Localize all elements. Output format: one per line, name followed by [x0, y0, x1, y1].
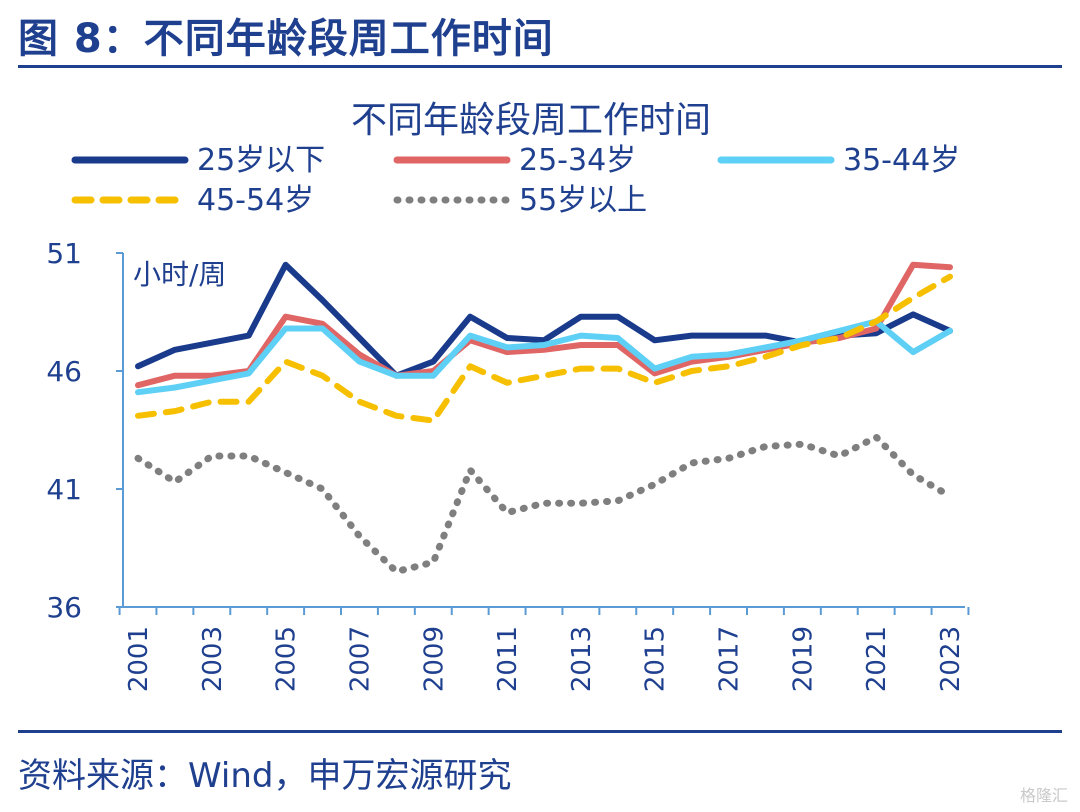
chart-legend: 25岁以下 25-34岁 35-44岁 45-54岁 55岁以上: [71, 143, 960, 218]
legend-label: 25岁以下: [197, 143, 325, 178]
x-tick-label: 2013: [567, 626, 597, 692]
legend-label: 25-34岁: [519, 143, 636, 178]
chart-series: [134, 261, 954, 576]
x-tick-label: 2019: [788, 626, 818, 692]
series-line-25-34: [135, 261, 953, 389]
y-tick-label: 51: [46, 237, 82, 270]
legend-label: 45-54岁: [197, 183, 314, 218]
x-tick-label: 2009: [419, 626, 449, 692]
x-tick-label: 2023: [936, 626, 966, 692]
chart-axes: 36 41 46 51 2001 2003 2005 2007 2009 2011 2013 2015…: [46, 237, 970, 692]
source-note: 资料来源：Wind，申万宏源研究: [18, 756, 512, 796]
title-divider: [18, 65, 1062, 68]
y-tick-label: 36: [46, 591, 82, 624]
y-axis-unit-label: 小时/周: [133, 258, 226, 291]
series-line-45-54: [135, 273, 953, 424]
chart-title: 不同年龄段周工作时间: [351, 100, 711, 141]
watermark-logo: 格隆汇: [1019, 786, 1068, 805]
figure-title: 图 8：不同年龄段周工作时间: [18, 16, 554, 62]
x-tick-label: 2003: [198, 626, 228, 692]
x-tick-label: 2007: [345, 626, 375, 692]
x-tick-label: 2005: [272, 626, 302, 692]
x-tick-label: 2001: [124, 626, 154, 692]
footer-divider: [18, 730, 1062, 733]
x-tick-label: 2015: [641, 626, 671, 692]
x-tick-label: 2017: [715, 626, 745, 692]
legend-label: 55岁以上: [519, 183, 647, 218]
series-line-55: [134, 433, 954, 576]
y-tick-label: 46: [46, 355, 82, 388]
x-tick-label: 2011: [493, 626, 523, 692]
y-tick-label: 41: [46, 473, 82, 506]
x-tick-label: 2021: [862, 626, 892, 692]
series-line-35-44: [135, 318, 953, 396]
legend-label: 35-44岁: [843, 143, 960, 178]
